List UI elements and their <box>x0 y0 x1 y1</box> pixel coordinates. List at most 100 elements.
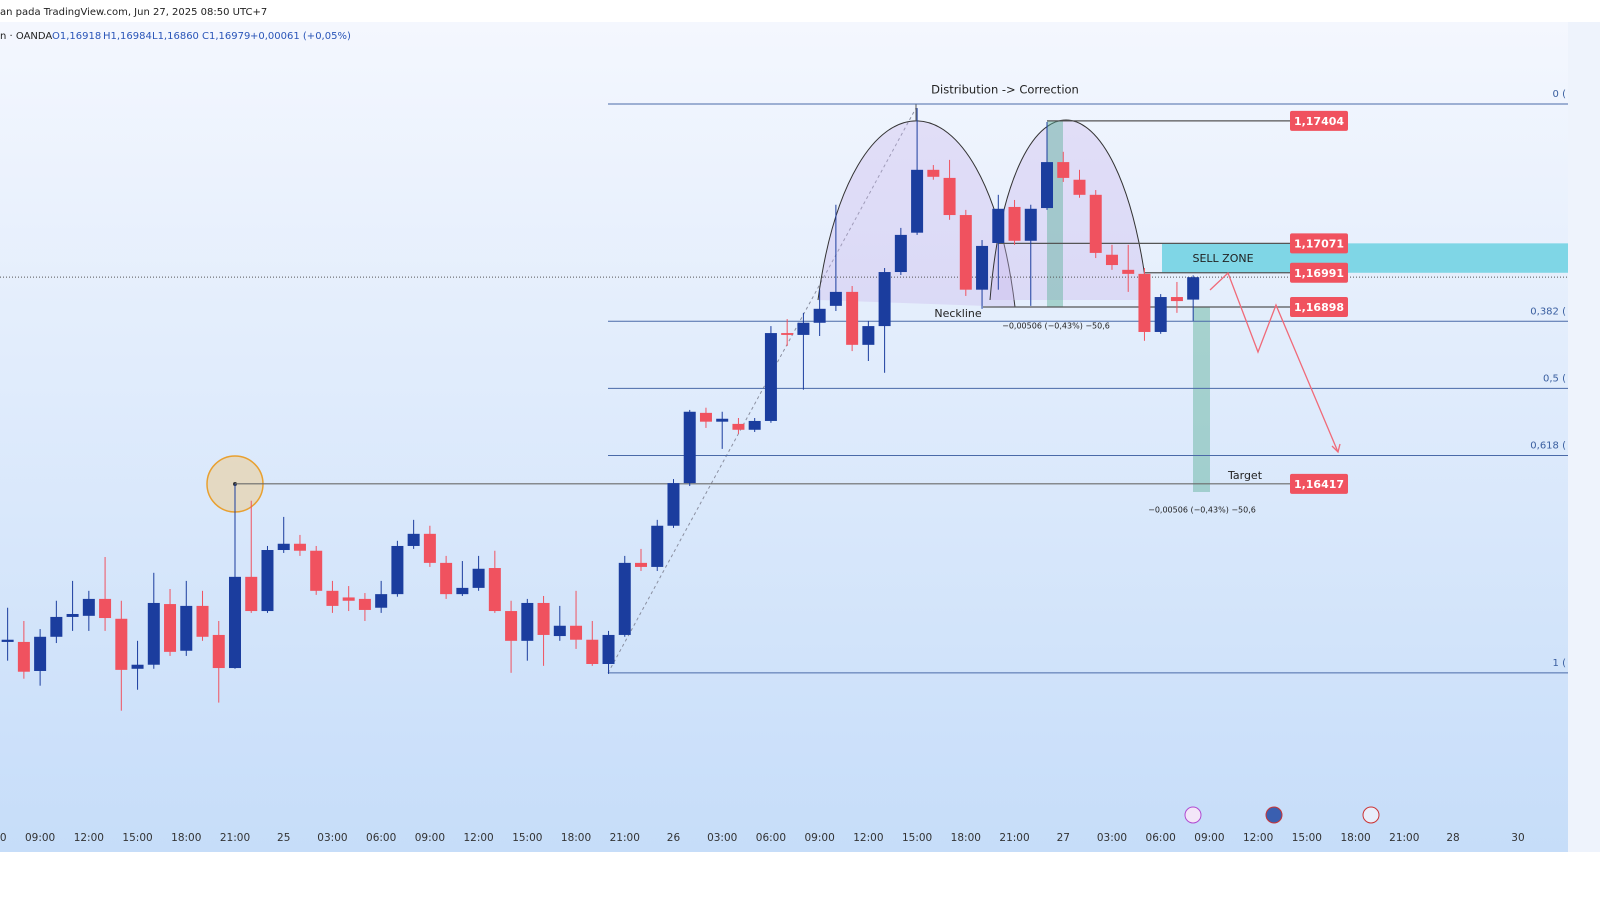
ohlc-value: +0,00061 (+0,05%) <box>250 31 351 42</box>
candle-body <box>17 641 30 672</box>
trend-line <box>607 107 917 674</box>
price-label: 1,17071 <box>1294 237 1344 250</box>
x-tick-label: 06:00 <box>1146 832 1176 844</box>
candle-body <box>732 423 745 430</box>
candle-body <box>829 291 842 306</box>
candle-body <box>423 533 436 563</box>
sell-zone <box>1162 243 1568 273</box>
marks: 06:00 09:00 12:00 15:00 18:00 21:00 25 03:00 06:… <box>0 83 1566 845</box>
candle-body <box>440 562 453 595</box>
candle-body <box>1170 297 1183 302</box>
price-label: 1,17404 <box>1294 115 1344 128</box>
candle-body <box>570 625 583 640</box>
candle-body <box>407 533 420 546</box>
candle-body <box>245 576 258 612</box>
candle-body <box>456 587 469 595</box>
fib-label: 0 ( <box>1553 89 1567 100</box>
footer <box>0 852 1600 900</box>
x-tick-label: 12:00 <box>853 832 883 844</box>
x-tick-label: 21:00 <box>1389 832 1419 844</box>
candle-body <box>618 562 631 635</box>
event-icon[interactable] <box>1184 806 1202 824</box>
candle-body <box>878 272 891 327</box>
price-label-box <box>1290 233 1348 254</box>
candle-body <box>927 169 940 177</box>
header-bar <box>0 0 1600 22</box>
candle-body <box>488 568 501 612</box>
x-tick-label: 18:00 <box>951 832 981 844</box>
candle-body <box>1057 162 1070 178</box>
x-tick-label: 27 <box>1057 832 1070 844</box>
ohlc-value: O1,16918 <box>52 31 101 42</box>
candle-body <box>310 550 323 591</box>
candle-body <box>781 333 794 335</box>
x-tick-label: 09:00 <box>415 832 445 844</box>
candle-body <box>358 598 371 610</box>
x-tick-label: 18:00 <box>561 832 591 844</box>
header-ohlc: n · OANDA O1,16918 H1,16984 L1,16860 C1,1697… <box>0 31 351 42</box>
x-tick-label: 12:00 <box>463 832 493 844</box>
symbol: n · OANDA <box>0 31 52 42</box>
candle-body <box>505 611 518 641</box>
candle-body <box>277 543 290 551</box>
candle-body <box>375 594 388 608</box>
candle-body <box>212 634 225 669</box>
candle-body <box>1122 269 1135 274</box>
candle-body <box>1154 297 1167 332</box>
x-tick-label: 21:00 <box>610 832 640 844</box>
target-label: Target <box>1227 469 1263 482</box>
x-tick-label: 28 <box>1446 832 1459 844</box>
candle-body <box>391 545 404 595</box>
fib-label: 0,618 ( <box>1530 441 1566 452</box>
candle-body <box>342 597 355 601</box>
candle-body <box>1008 206 1021 241</box>
measure-box <box>1047 121 1063 307</box>
measure-box <box>1193 307 1210 492</box>
projection-arrow <box>1209 271 1339 453</box>
x-tick-label: 09:00 <box>805 832 835 844</box>
candle-body <box>34 636 47 671</box>
x-tick-label: 06:00 <box>366 832 396 844</box>
x-tick-label: 12:00 <box>1243 832 1273 844</box>
candle-body <box>651 525 664 567</box>
x-tick-label: 09:00 <box>1194 832 1224 844</box>
event-icon[interactable] <box>1362 806 1380 824</box>
candle-body <box>1 639 14 642</box>
candle-body <box>261 550 274 612</box>
candle-body <box>992 208 1005 243</box>
fib-label: 0,5 ( <box>1543 373 1566 384</box>
x-tick-label: 03:00 <box>317 832 347 844</box>
candle-body <box>911 169 924 233</box>
candle-body <box>683 411 696 484</box>
candle-body <box>894 234 907 273</box>
candle-body <box>1187 277 1200 300</box>
price-label: 1,16417 <box>1294 478 1344 491</box>
candle-body <box>797 322 810 335</box>
drawings-front <box>1184 271 1380 824</box>
candle-body <box>1073 179 1086 195</box>
candle-body <box>326 590 339 606</box>
candle-body <box>99 598 112 619</box>
x-tick-label: 06:00 <box>756 832 786 844</box>
fib-label: 0,382 ( <box>1530 306 1566 317</box>
ohlc-value: H1,16984 <box>103 31 152 42</box>
candle-body <box>976 245 989 290</box>
event-icon[interactable] <box>1265 806 1283 824</box>
header-title: an pada TradingView.com, Jun 27, 2025 08… <box>0 7 267 18</box>
candle-body <box>196 605 209 637</box>
ohlc-value: C1,16979 <box>202 31 250 42</box>
x-tick-label: 06:00 <box>0 832 7 844</box>
x-tick-label: 30 <box>1511 832 1524 844</box>
candle-body <box>228 576 241 669</box>
candle-body <box>147 602 160 665</box>
candle-body <box>293 543 306 551</box>
candle-body <box>131 664 144 669</box>
candle-body <box>1041 162 1054 209</box>
candle-body <box>846 291 859 345</box>
candle-body <box>716 418 729 422</box>
candle-body <box>586 639 599 664</box>
candle-body <box>1138 273 1151 332</box>
sell-zone-label: SELL ZONE <box>1192 252 1253 265</box>
